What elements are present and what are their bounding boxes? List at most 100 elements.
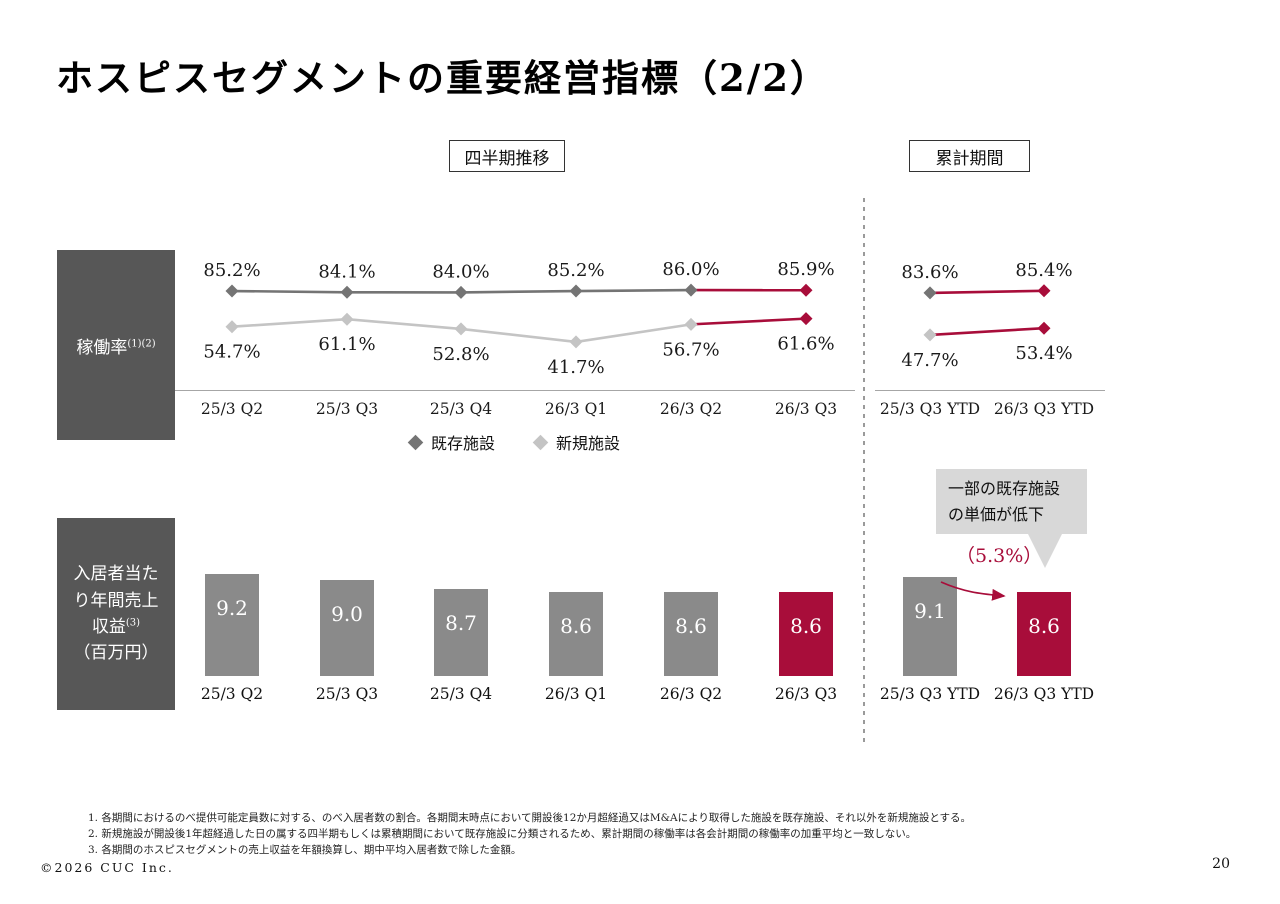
header-cumulative: 累計期間 bbox=[909, 140, 1030, 172]
occupancy-line-chart: 25/3 Q2 25/3 Q3 25/3 Q4 26/3 Q1 26/3 Q2 26/3 … bbox=[175, 259, 1105, 418]
x-axis-label: 25/3 Q4 bbox=[429, 685, 493, 703]
bar-value-label: 8.6 bbox=[1028, 614, 1060, 638]
data-point-marker bbox=[799, 283, 813, 297]
x-axis-label: 26/3 Q2 bbox=[660, 400, 722, 418]
data-point-marker bbox=[225, 320, 239, 334]
data-point-marker bbox=[569, 284, 583, 298]
callout-text-line: の単価が低下 bbox=[948, 504, 1045, 524]
legend-label-existing: 既存施設 bbox=[430, 434, 495, 453]
footnote-3: 3. 各期間のホスピスセグメントの売上収益を年額換算し、期中平均入居者数で除した… bbox=[88, 843, 522, 856]
revenue-footnote-ref: (3) bbox=[125, 617, 141, 629]
occupancy-value-label: 84.0% bbox=[432, 261, 489, 282]
x-axis-label: 26/3 Q3 YTD bbox=[994, 400, 1094, 418]
revenue-bar-chart: 9.2 25/3 Q2 9.0 25/3 Q3 8.7 25/3 Q4 8.6 26/3 Q1… bbox=[175, 518, 1135, 708]
revenue-label-line: り年間売上 bbox=[73, 590, 159, 611]
x-axis-label: 25/3 Q3 YTD bbox=[880, 400, 980, 418]
occupancy-value-label: 61.6% bbox=[777, 334, 834, 355]
series-line-highlight bbox=[929, 289, 1045, 295]
x-axis-label: 26/3 Q3 bbox=[774, 685, 838, 703]
x-axis-label: 25/3 Q3 bbox=[316, 400, 378, 418]
price-decline-callout: 一部の既存施設 の単価が低下 bbox=[936, 469, 1087, 535]
revenue-bar: 9.2 bbox=[205, 574, 259, 676]
data-point-marker bbox=[923, 286, 937, 300]
revenue-label-line: （百万円） bbox=[73, 643, 159, 664]
bar-value-label: 9.1 bbox=[914, 599, 946, 623]
occupancy-value-label: 54.7% bbox=[203, 342, 260, 363]
data-point-marker bbox=[923, 328, 937, 342]
occupancy-value-label: 53.4% bbox=[1015, 343, 1072, 364]
page-number: 20 bbox=[1212, 856, 1230, 872]
decline-percentage: （5.3%） bbox=[956, 545, 1043, 567]
x-axis-label: 26/3 Q1 bbox=[545, 400, 607, 418]
revenue-bar: 8.6 bbox=[664, 592, 718, 676]
footnotes: 1. 各期間におけるのべ提供可能定員数に対する、のべ入居者数の割合。各期間末時点… bbox=[88, 811, 1008, 858]
x-axis-label: 25/3 Q2 bbox=[200, 685, 264, 703]
existing-diamond-icon bbox=[407, 434, 424, 450]
page-title: ホスピスセグメントの重要経営指標（2/2） bbox=[56, 56, 830, 100]
revenue-bar: 8.6 bbox=[549, 592, 603, 676]
data-point-marker bbox=[1037, 321, 1051, 335]
x-axis-label: 26/3 Q1 bbox=[544, 685, 608, 703]
occupancy-value-label: 85.2% bbox=[547, 260, 604, 281]
x-axis-label: 26/3 Q3 YTD bbox=[993, 685, 1095, 703]
header-quarterly: 四半期推移 bbox=[449, 140, 565, 172]
data-point-marker bbox=[1037, 284, 1051, 298]
bar-value-label: 8.6 bbox=[790, 614, 822, 638]
decline-arrow-icon bbox=[940, 581, 1006, 601]
x-axis-label: 25/3 Q3 YTD bbox=[879, 685, 981, 703]
x-axis-label: 25/3 Q3 bbox=[315, 685, 379, 703]
callout-pointer bbox=[1028, 534, 1062, 568]
data-point-marker bbox=[454, 322, 468, 336]
occupancy-footnote-ref: (1)(2) bbox=[127, 337, 156, 349]
callout-text-line: 一部の既存施設 bbox=[948, 479, 1061, 498]
x-axis-label: 25/3 Q4 bbox=[430, 400, 492, 418]
series-line-highlight bbox=[929, 326, 1045, 337]
chart-legend: 既存施設 新規施設 bbox=[175, 430, 855, 454]
copyright: ©2026 CUC Inc. bbox=[40, 860, 174, 875]
data-point-marker bbox=[340, 312, 354, 326]
revenue-label-line: 収益(3) bbox=[91, 617, 141, 637]
occupancy-value-label: 86.0% bbox=[662, 259, 719, 280]
occupancy-value-label: 41.7% bbox=[547, 357, 604, 378]
x-axis-label: 26/3 Q2 bbox=[659, 685, 723, 703]
occupancy-value-label: 84.1% bbox=[318, 261, 375, 282]
data-point-marker bbox=[799, 312, 813, 326]
legend-item-new: 新規施設 bbox=[532, 430, 621, 454]
occupancy-value-label: 61.1% bbox=[318, 334, 375, 355]
occupancy-value-label: 47.7% bbox=[901, 350, 958, 371]
footnote-2: 2. 新規施設が開設後1年超経過した日の属する四半期もしくは累積期間において既存… bbox=[88, 827, 917, 840]
revenue-label-line: 入居者当た bbox=[73, 564, 159, 585]
occupancy-value-label: 56.7% bbox=[662, 339, 719, 360]
data-point-marker bbox=[340, 285, 354, 299]
occupancy-value-label: 52.8% bbox=[432, 344, 489, 365]
legend-label-new: 新規施設 bbox=[556, 434, 621, 453]
x-axis-label: 25/3 Q2 bbox=[201, 400, 263, 418]
data-point-marker bbox=[569, 335, 583, 349]
occupancy-value-label: 85.4% bbox=[1015, 260, 1072, 281]
x-axis-label: 26/3 Q3 bbox=[775, 400, 837, 418]
bar-value-label: 9.0 bbox=[331, 602, 363, 626]
occupancy-value-label: 85.2% bbox=[203, 260, 260, 281]
occupancy-value-label: 85.9% bbox=[777, 259, 834, 280]
revenue-row-label: 入居者当た り年間売上 収益(3) （百万円） bbox=[57, 518, 175, 710]
revenue-bar: 8.6 bbox=[779, 592, 833, 676]
series-line-highlight bbox=[690, 317, 807, 326]
bar-value-label: 8.6 bbox=[675, 614, 707, 638]
occupancy-value-label: 83.6% bbox=[901, 262, 958, 283]
data-point-marker bbox=[454, 285, 468, 299]
bar-value-label: 9.2 bbox=[216, 596, 248, 620]
revenue-bar: 9.0 bbox=[320, 580, 374, 676]
bar-value-label: 8.7 bbox=[445, 611, 477, 635]
revenue-bar: 8.7 bbox=[434, 589, 488, 676]
data-point-marker bbox=[684, 317, 698, 331]
data-point-marker bbox=[225, 284, 239, 298]
occupancy-row-label-text: 稼働率 bbox=[76, 337, 128, 358]
occupancy-row-label: 稼働率(1)(2) bbox=[57, 250, 175, 440]
bar-value-label: 8.6 bbox=[560, 614, 592, 638]
new-diamond-icon bbox=[532, 434, 549, 450]
footnote-1: 1. 各期間におけるのべ提供可能定員数に対する、のべ入居者数の割合。各期間末時点… bbox=[88, 812, 972, 824]
section-divider bbox=[863, 198, 865, 743]
data-point-marker bbox=[684, 283, 698, 297]
revenue-bar: 9.1 bbox=[903, 577, 957, 676]
